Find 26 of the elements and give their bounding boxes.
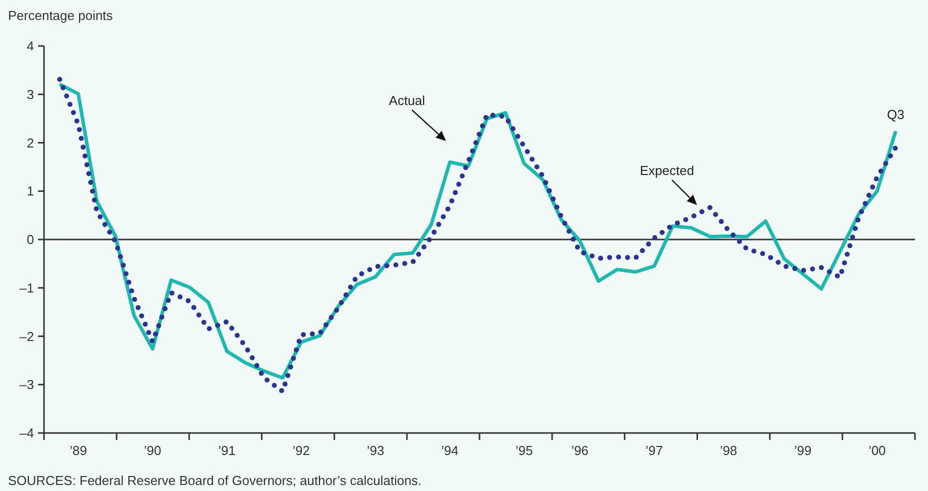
x-tick-label: ’91	[218, 443, 236, 458]
y-axis-title: Percentage points	[8, 8, 114, 23]
x-tick-label: ’96	[571, 443, 589, 458]
x-tick-label: ’93	[366, 443, 384, 458]
x-tick-label: ’90	[144, 443, 162, 458]
y-tick-label: 3	[26, 86, 34, 102]
x-tick-label: ’99	[794, 443, 812, 458]
x-tick-label: ’94	[441, 443, 459, 458]
x-tick-label: ’89	[70, 443, 87, 458]
y-tick-label: 2	[26, 135, 34, 150]
x-tick-label: ’95	[515, 443, 533, 458]
y-tick-label: 1	[26, 184, 34, 199]
y-tick-label: –2	[20, 328, 34, 344]
x-tick-label: ’92	[292, 443, 310, 458]
annotation: Actual	[388, 93, 426, 108]
y-tick-label: 0	[26, 232, 34, 248]
x-tick-label: ’98	[720, 443, 738, 458]
annotation: Q3	[887, 107, 904, 122]
x-tick-label: ’97	[646, 443, 663, 458]
source-note: SOURCES: Federal Reserve Board of Governors; author’s calculations.	[8, 473, 422, 488]
annotation: Expected	[640, 163, 694, 178]
x-tick-label: ’00	[868, 443, 886, 458]
y-tick-label: –3	[20, 377, 34, 392]
y-tick-label: –1	[20, 280, 34, 296]
y-tick-label: 4	[26, 38, 34, 54]
y-tick-label: –4	[20, 426, 34, 441]
